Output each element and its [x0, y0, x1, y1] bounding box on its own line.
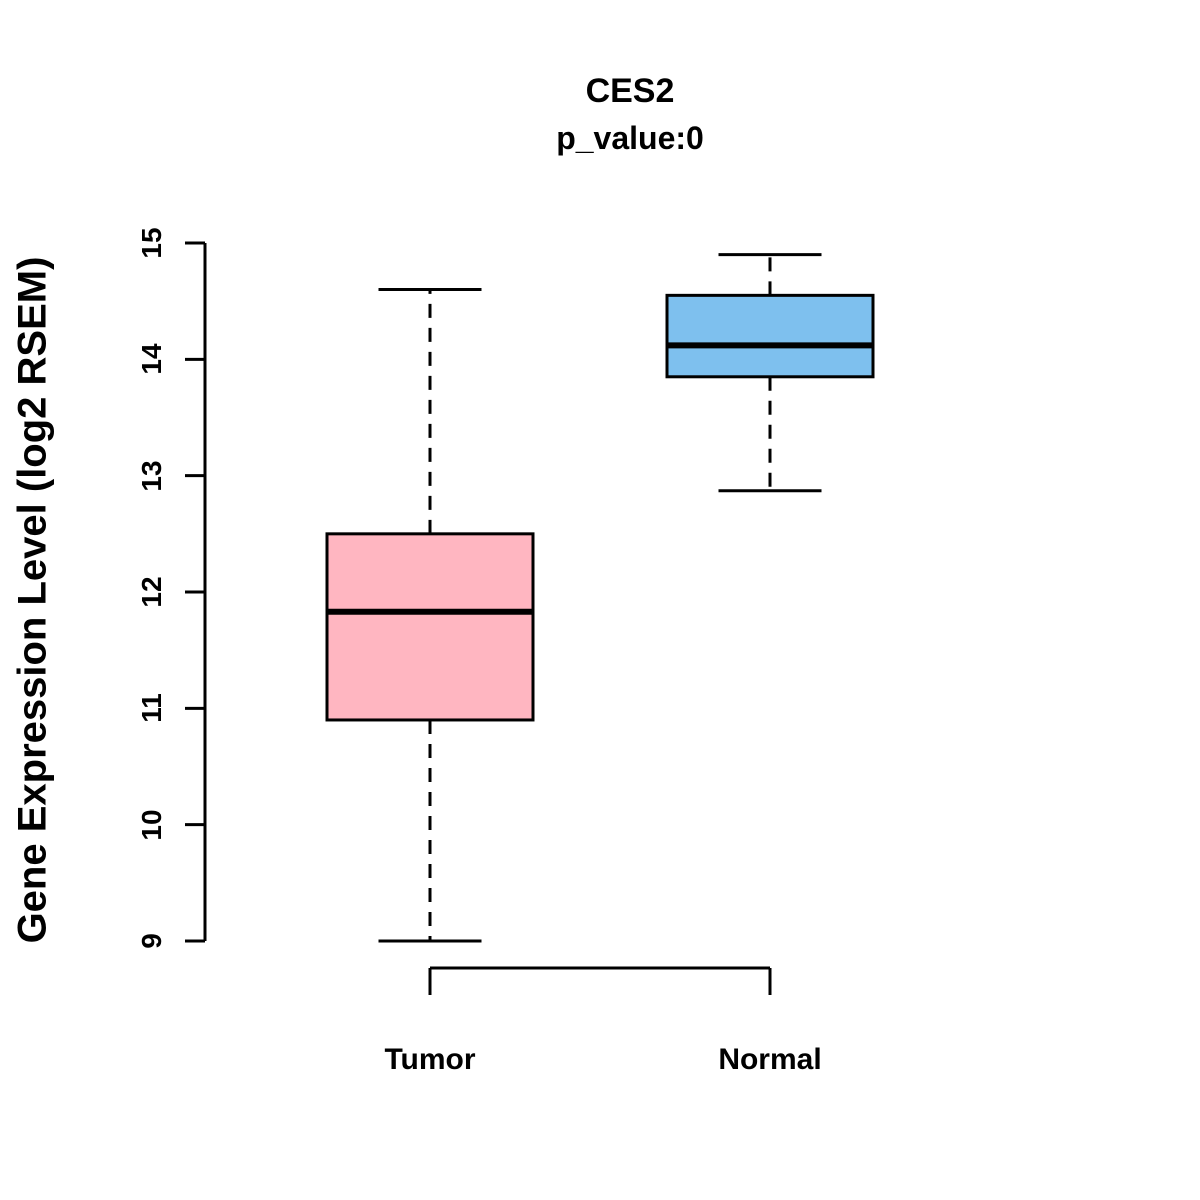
- y-tick-label: 13: [136, 460, 167, 492]
- chart-subtitle: p_value:0: [556, 120, 704, 156]
- y-tick-label: 11: [136, 693, 167, 724]
- y-tick-label: 9: [136, 933, 167, 949]
- y-tick-label: 14: [136, 343, 167, 375]
- y-tick-label: 10: [136, 809, 167, 841]
- x-category-label-normal: Normal: [718, 1043, 822, 1076]
- chart-title: CES2: [585, 72, 675, 110]
- x-category-label-tumor: Tumor: [384, 1043, 476, 1076]
- tumor-box: [325, 532, 535, 722]
- y-tick-label: 15: [136, 227, 167, 259]
- y-tick-label: 12: [136, 576, 167, 608]
- normal-box: [665, 293, 875, 379]
